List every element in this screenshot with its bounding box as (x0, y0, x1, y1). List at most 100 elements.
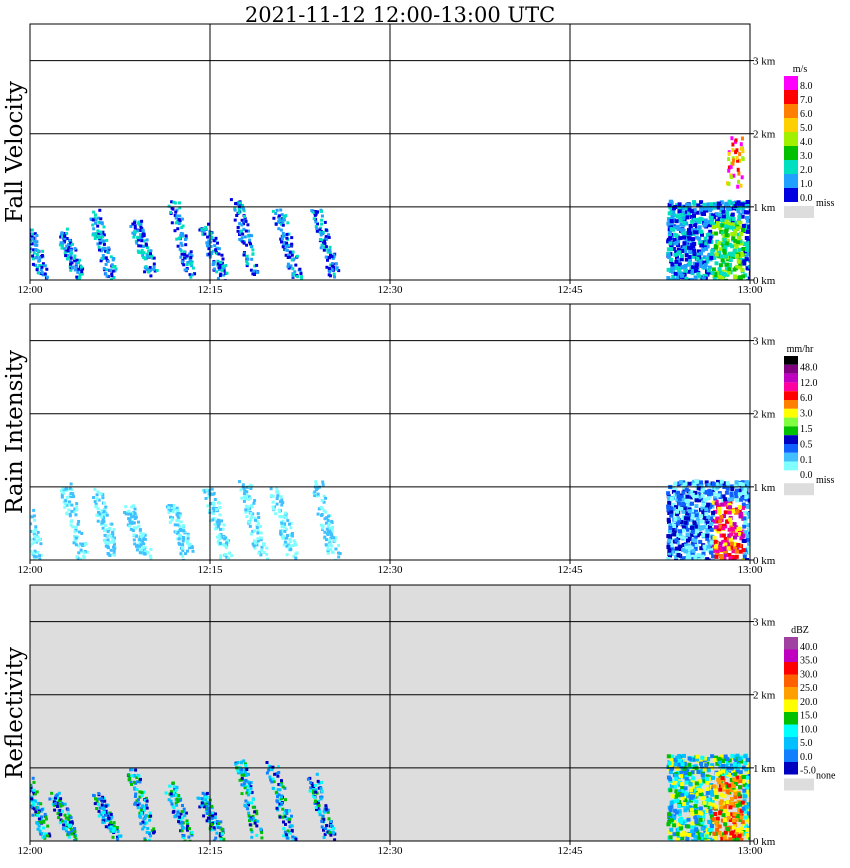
colorbar-label: 2.0 (800, 165, 813, 176)
colorbar-label: 40.0 (800, 642, 818, 653)
colorbar-label: 7.0 (800, 95, 813, 106)
colorbar-swatch (784, 400, 798, 409)
colorbar-swatch (784, 687, 798, 700)
colorbar-label: 0.5 (800, 439, 813, 450)
data-cells (30, 136, 750, 280)
colorbar-swatch (784, 699, 798, 712)
colorbar-swatch (784, 749, 798, 762)
colorbar-unit: m/s (793, 64, 808, 75)
colorbar-label: 0.0 (800, 193, 813, 204)
y-tick-label: 2 km (753, 409, 776, 421)
data-cells (30, 479, 750, 560)
panels: 12:00 12:15 12:30 12:45 13:000 km1 km2 km3 k… (2, 23, 836, 857)
colorbar-label: 0.0 (800, 752, 813, 763)
colorbar-label: 1.5 (800, 424, 813, 435)
y-tick-label: 3 km (753, 56, 776, 68)
colorbar-swatch (784, 146, 798, 160)
colorbar-swatch (784, 674, 798, 687)
colorbar-label: -5.0 (800, 766, 816, 777)
colorbar-swatch (784, 762, 798, 775)
colorbar-swatch (784, 662, 798, 675)
colorbar-swatch (784, 356, 798, 365)
colorbar-swatch (784, 637, 798, 650)
colorbar-label: 3.0 (800, 151, 813, 162)
y-tick-label: 3 km (753, 336, 776, 348)
colorbar-swatch (784, 174, 798, 188)
colorbar-label: 48.0 (800, 362, 818, 373)
panel-fall-velocity: 12:00 12:15 12:30 12:45 13:000 km 1 km 2 km 3 k… (2, 23, 834, 296)
colorbar: dBZ 40.0 35.0 30.0 25.0 20.0 15.0 10.0 5.0 0.0 -5.… (784, 625, 836, 791)
colorbar: m/s 8.0 7.0 6.0 5.0 4.0 3.0 2.0 1.0 0.0 miss (784, 64, 834, 218)
colorbar-swatch (784, 649, 798, 662)
y-axis-label: Fall Velocity (2, 81, 28, 223)
y-tick-label: 0 km (753, 836, 776, 848)
x-tick-label: 12:15 (197, 564, 223, 576)
x-tick-label: 12:45 (557, 284, 583, 296)
panel-reflectivity: 12:00 12:15 12:30 12:45 13:000 km 1 km 2 km 3 k… (2, 584, 836, 857)
colorbar-label: 5.0 (800, 738, 813, 749)
feature-2 (726, 136, 745, 189)
colorbar-missing-label: none (816, 771, 836, 782)
x-tick-label: 12:00 (17, 564, 43, 576)
colorbar-label: 20.0 (800, 697, 818, 708)
colorbar-unit: mm/hr (787, 344, 814, 355)
feature-0 (30, 480, 342, 560)
feature-1 (666, 199, 750, 280)
colorbar-swatch (784, 470, 798, 480)
colorbar-missing-swatch (784, 778, 814, 791)
colorbar-swatch (784, 461, 798, 471)
y-tick-label: 1 km (753, 482, 776, 494)
colorbar-swatch (784, 132, 798, 146)
colorbar-swatch (784, 391, 798, 400)
colorbar-swatch (784, 76, 798, 90)
x-tick-label: 12:30 (377, 564, 403, 576)
colorbar-label: 5.0 (800, 123, 813, 134)
chart-title: 2021-11-12 12:00-13:00 UTC (245, 3, 555, 27)
colorbar-unit: dBZ (791, 625, 809, 636)
colorbar-missing-swatch (784, 206, 814, 218)
panel-rain-intensity: 12:00 12:15 12:30 12:45 13:000 km 1 km 2 km 3 k… (2, 303, 834, 576)
feature-1 (666, 753, 750, 841)
colorbar-swatch (784, 104, 798, 118)
colorbar-swatch (784, 426, 798, 436)
colorbar-missing-swatch (784, 483, 814, 496)
y-tick-label: 3 km (753, 617, 776, 629)
colorbar-swatch (784, 417, 798, 427)
colorbar-swatch (784, 435, 798, 444)
colorbar-label: 30.0 (800, 669, 818, 680)
colorbar-swatch (784, 444, 798, 453)
x-tick-label: 12:45 (557, 845, 583, 857)
colorbar-swatch (784, 188, 798, 202)
colorbar-label: 15.0 (800, 711, 818, 722)
colorbar-missing-label: miss (816, 475, 834, 486)
y-tick-label: 0 km (753, 275, 776, 287)
y-tick-label: 1 km (753, 202, 776, 214)
colorbar-missing-label: miss (816, 198, 834, 209)
colorbar-label: 12.0 (800, 378, 818, 389)
colorbar-swatch (784, 160, 798, 174)
feature-1 (666, 479, 750, 560)
y-tick-label: 2 km (753, 129, 776, 141)
feature-0 (30, 759, 337, 841)
y-tick-label: 1 km (753, 763, 776, 775)
colorbar-label: 3.0 (800, 409, 813, 420)
x-tick-label: 12:45 (557, 564, 583, 576)
x-tick-label: 12:30 (377, 284, 403, 296)
colorbar-swatch (784, 408, 798, 418)
colorbar-label: 6.0 (800, 393, 813, 404)
colorbar-label: 35.0 (800, 656, 818, 667)
colorbar-swatch (784, 724, 798, 737)
y-tick-label: 2 km (753, 690, 776, 702)
colorbar: mm/hr 48.0 12.0 6.0 3.0 1.5 0.5 0.1 0.0 miss (784, 344, 834, 496)
colorbar-label: 4.0 (800, 137, 813, 148)
colorbar-label: 10.0 (800, 724, 818, 735)
colorbar-swatch (784, 382, 798, 392)
colorbar-label: 0.0 (800, 470, 813, 481)
data-cells (30, 753, 750, 841)
y-axis-label: Reflectivity (2, 647, 28, 779)
x-tick-label: 12:15 (197, 845, 223, 857)
colorbar-swatch (784, 737, 798, 750)
y-tick-label: 0 km (753, 555, 776, 567)
colorbar-label: 6.0 (800, 109, 813, 120)
